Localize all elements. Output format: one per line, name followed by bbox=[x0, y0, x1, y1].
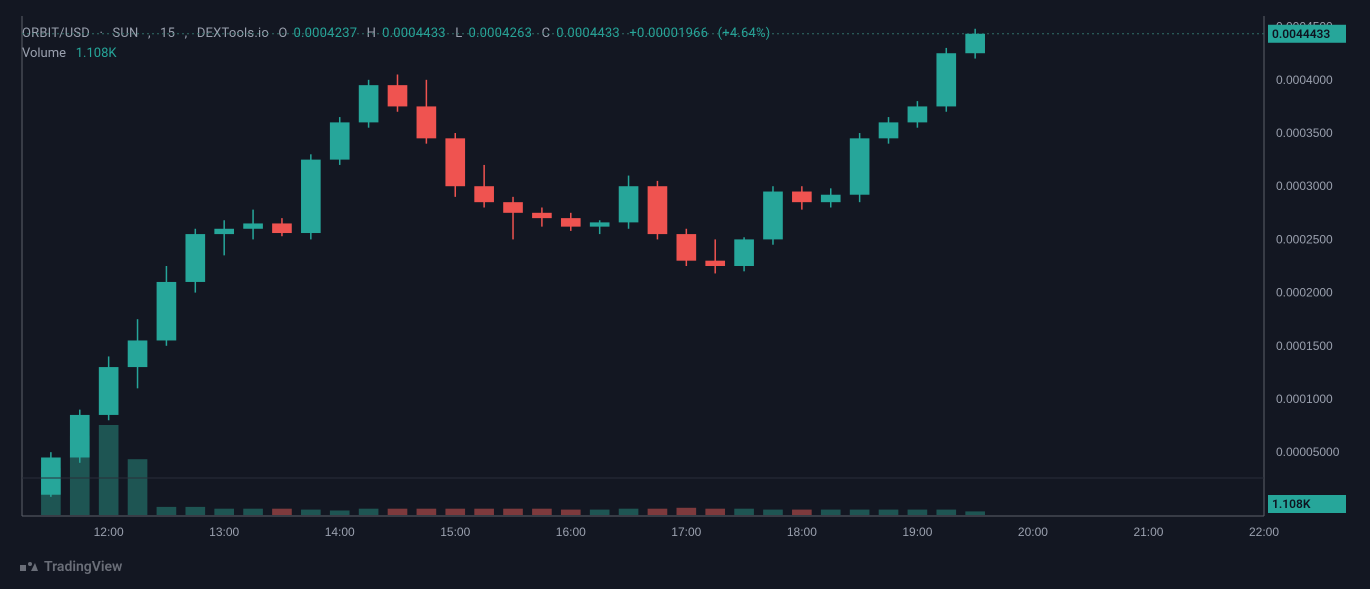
svg-text:0.0001500: 0.0001500 bbox=[1276, 339, 1333, 353]
chart-area[interactable]: 0.00045000.00040000.00035000.00030000.00… bbox=[12, 6, 1362, 545]
svg-text:14:00: 14:00 bbox=[325, 525, 355, 539]
svg-text:0.0044433: 0.0044433 bbox=[1272, 27, 1330, 41]
svg-text:19:00: 19:00 bbox=[902, 525, 932, 539]
tradingview-attribution: TradingView bbox=[20, 559, 122, 575]
tradingview-brand: TradingView bbox=[44, 559, 122, 575]
tradingview-logo-icon bbox=[20, 561, 38, 573]
svg-text:13:00: 13:00 bbox=[209, 525, 239, 539]
svg-text:15:00: 15:00 bbox=[440, 525, 470, 539]
svg-text:0.0002500: 0.0002500 bbox=[1276, 232, 1333, 246]
svg-text:12:00: 12:00 bbox=[94, 525, 124, 539]
svg-text:20:00: 20:00 bbox=[1018, 525, 1048, 539]
svg-text:0.00005000: 0.00005000 bbox=[1276, 445, 1340, 459]
svg-text:17:00: 17:00 bbox=[671, 525, 701, 539]
svg-text:21:00: 21:00 bbox=[1133, 525, 1163, 539]
svg-text:0.0004000: 0.0004000 bbox=[1276, 73, 1333, 87]
svg-text:22:00: 22:00 bbox=[1249, 525, 1279, 539]
svg-text:0.0003500: 0.0003500 bbox=[1276, 126, 1333, 140]
svg-text:0.0003000: 0.0003000 bbox=[1276, 179, 1333, 193]
svg-text:18:00: 18:00 bbox=[787, 525, 817, 539]
svg-text:1.108K: 1.108K bbox=[1272, 497, 1311, 511]
svg-text:16:00: 16:00 bbox=[556, 525, 586, 539]
svg-text:0.0001000: 0.0001000 bbox=[1276, 392, 1333, 406]
svg-text:0.0002000: 0.0002000 bbox=[1276, 286, 1333, 300]
